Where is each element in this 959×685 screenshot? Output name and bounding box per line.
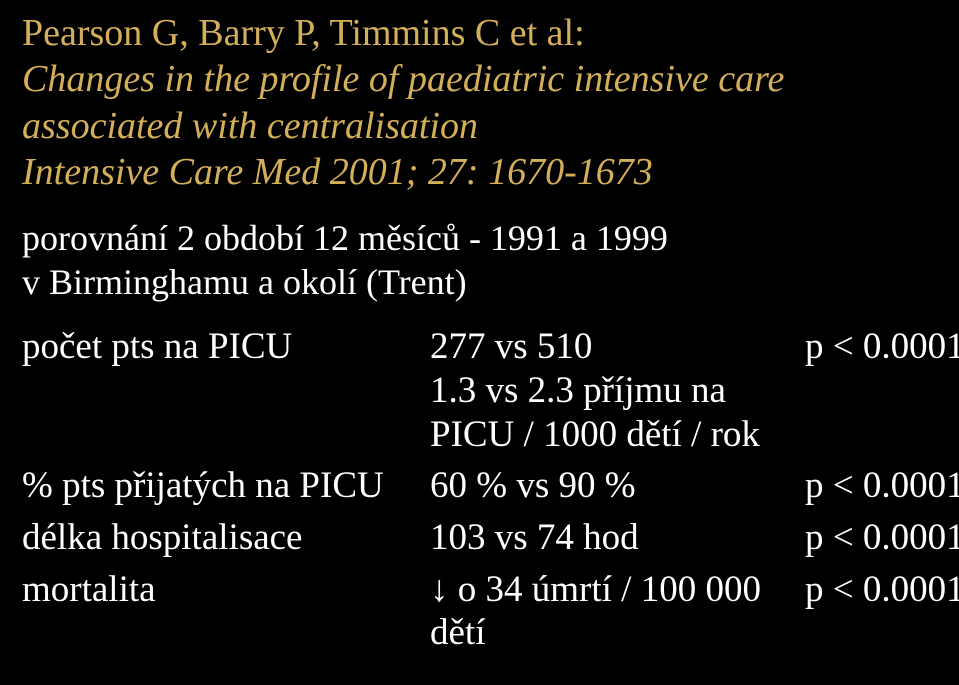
data-table: počet pts na PICU 277 vs 510 1.3 vs 2.3 … [22, 325, 937, 655]
table-row-value: 60 % vs 90 % [430, 464, 805, 508]
table-row-pvalue: p < 0.0001 [805, 464, 959, 508]
title-article: Changes in the profile of paediatric int… [22, 56, 937, 149]
table-row-value: 103 vs 74 hod [430, 516, 805, 560]
table-row-label: % pts přijatých na PICU [22, 464, 430, 508]
table-row-label: počet pts na PICU [22, 325, 430, 456]
body-block: porovnání 2 období 12 měsíců - 1991 a 19… [22, 217, 937, 305]
table-row-label: mortalita [22, 568, 430, 655]
slide: Pearson G, Barry P, Timmins C et al: Cha… [0, 0, 959, 685]
table-row-pvalue: p < 0.0001 [805, 568, 959, 655]
title-block: Pearson G, Barry P, Timmins C et al: Cha… [22, 10, 937, 195]
table-row-value: 277 vs 510 1.3 vs 2.3 příjmu na PICU / 1… [430, 325, 805, 456]
table-row-label: délka hospitalisace [22, 516, 430, 560]
table-row-pvalue: p < 0.0001 [805, 325, 959, 456]
table-row-value: ↓ o 34 úmrtí / 100 000 dětí [430, 568, 805, 655]
body-line-1: porovnání 2 období 12 měsíců - 1991 a 19… [22, 217, 937, 261]
title-authors: Pearson G, Barry P, Timmins C et al: [22, 10, 937, 56]
table-row-pvalue: p < 0.0001 [805, 516, 959, 560]
title-journal: Intensive Care Med 2001; 27: 1670-1673 [22, 149, 937, 195]
body-line-2: v Birminghamu a okolí (Trent) [22, 261, 937, 305]
